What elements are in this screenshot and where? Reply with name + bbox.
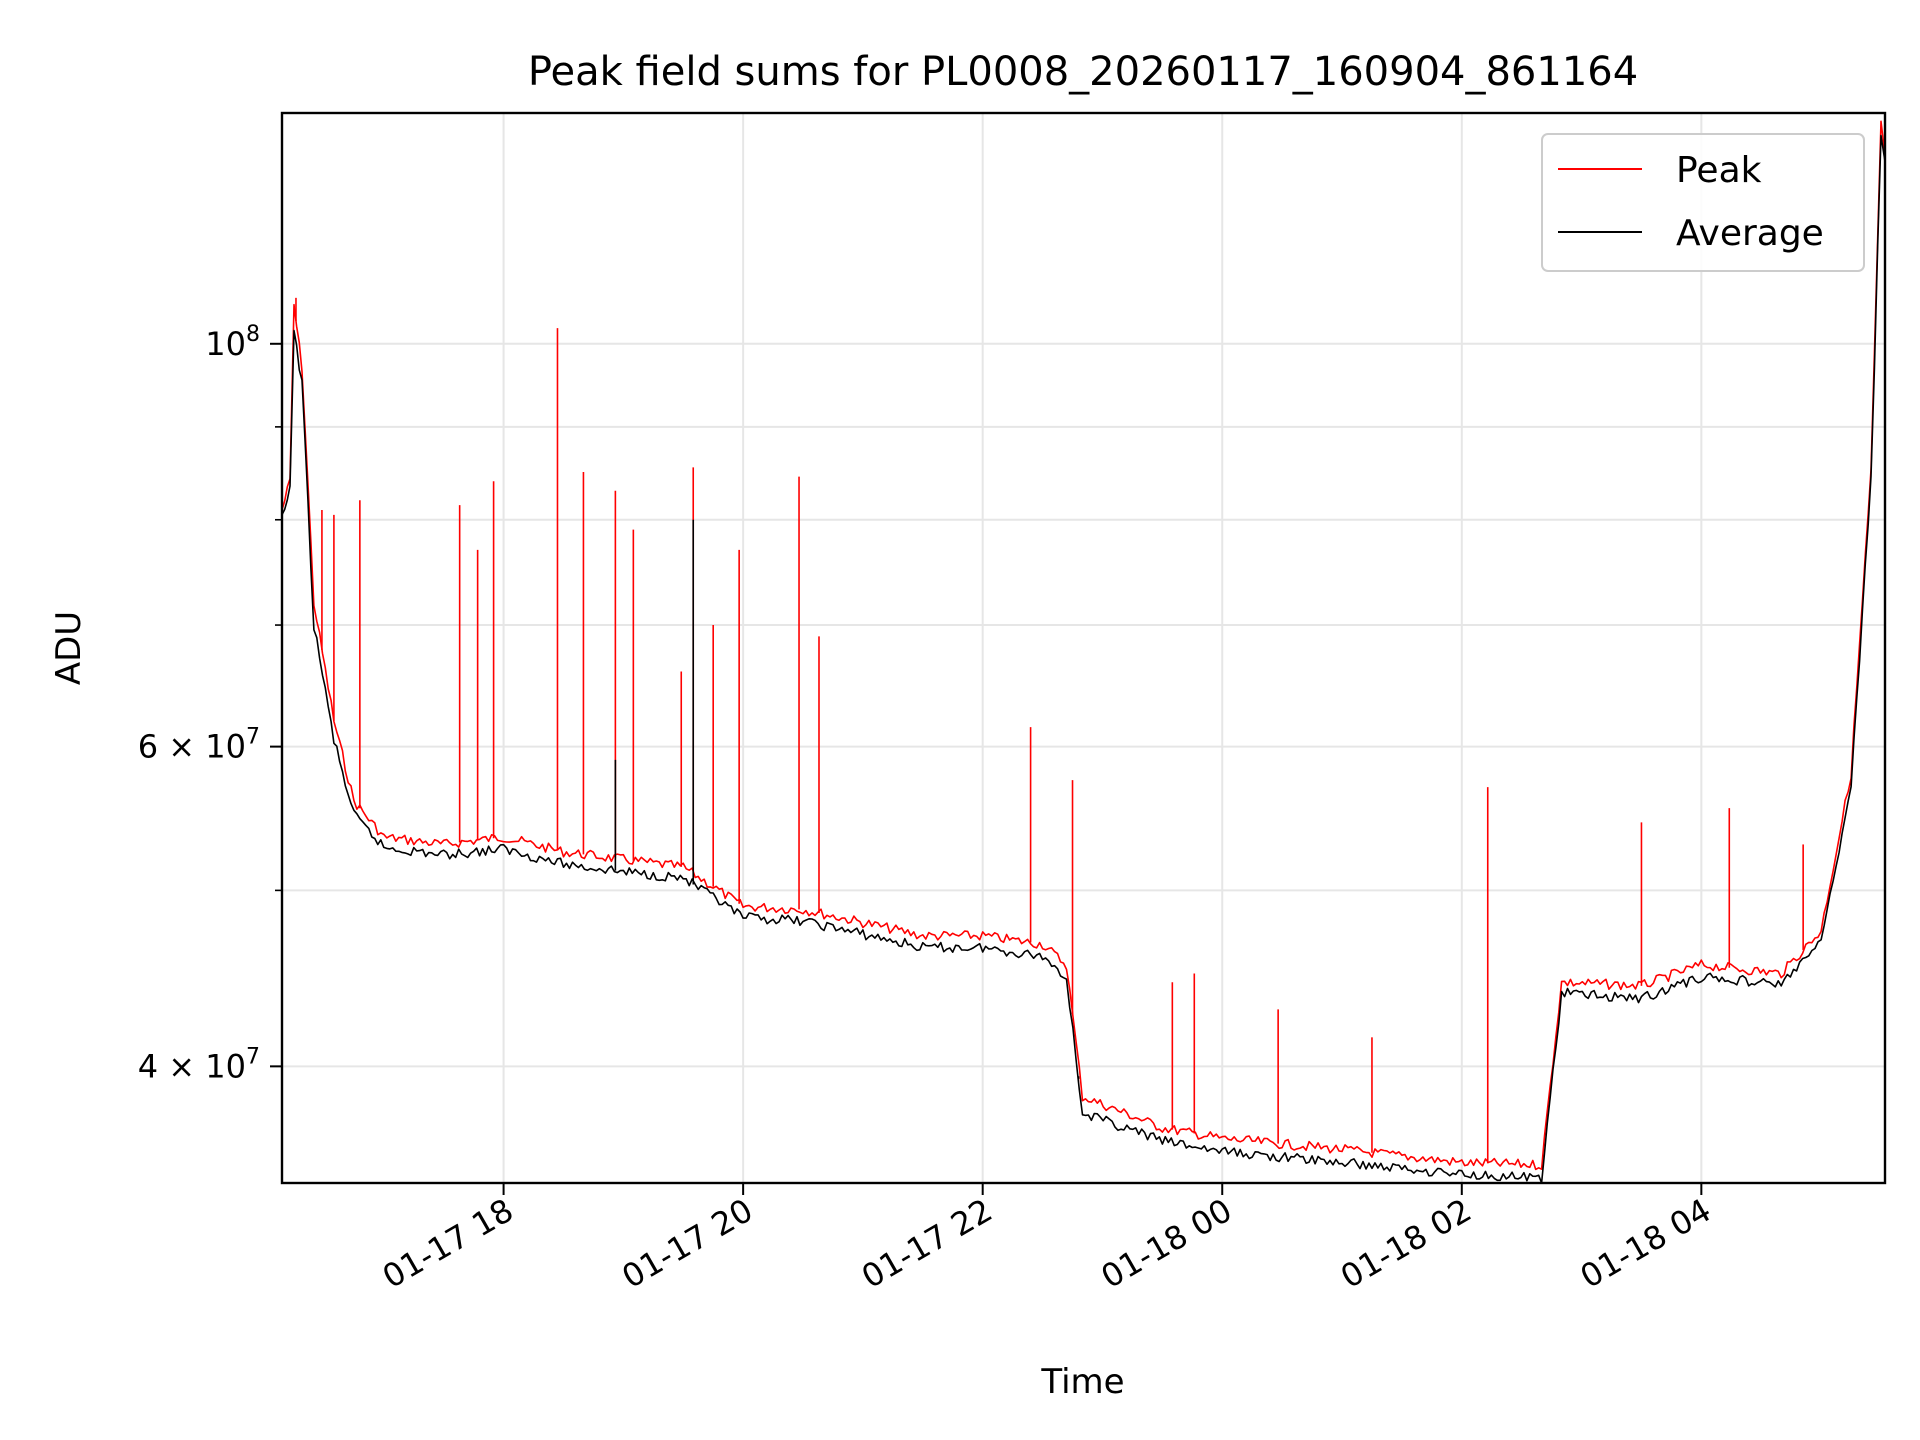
- axis-ticks: [270, 342, 1703, 1195]
- grid: [282, 113, 1885, 1183]
- chart-title: Peak field sums for PL0008_20260117_1609…: [528, 49, 1638, 95]
- series-average: [282, 134, 1885, 1183]
- x-axis-title: Time: [1040, 1362, 1124, 1402]
- series-peak: [282, 120, 1885, 1171]
- legend: Peak Average: [1541, 133, 1865, 272]
- series-line-peak: [282, 120, 1885, 1171]
- plot-frame: [280, 111, 1887, 1185]
- y-tick-label: 4 × 107: [138, 1044, 260, 1085]
- series-layer: [282, 120, 1885, 1183]
- legend-label-peak: Peak: [1676, 150, 1762, 191]
- y-tick-label: 6 × 107: [138, 725, 260, 766]
- series-line-average: [282, 134, 1885, 1183]
- y-tick-label: 108: [205, 322, 260, 363]
- legend-label-average: Average: [1676, 213, 1824, 254]
- y-axis-title: ADU: [49, 611, 89, 685]
- y-tick-labels: 4 × 107 6 × 107 108: [138, 322, 260, 1086]
